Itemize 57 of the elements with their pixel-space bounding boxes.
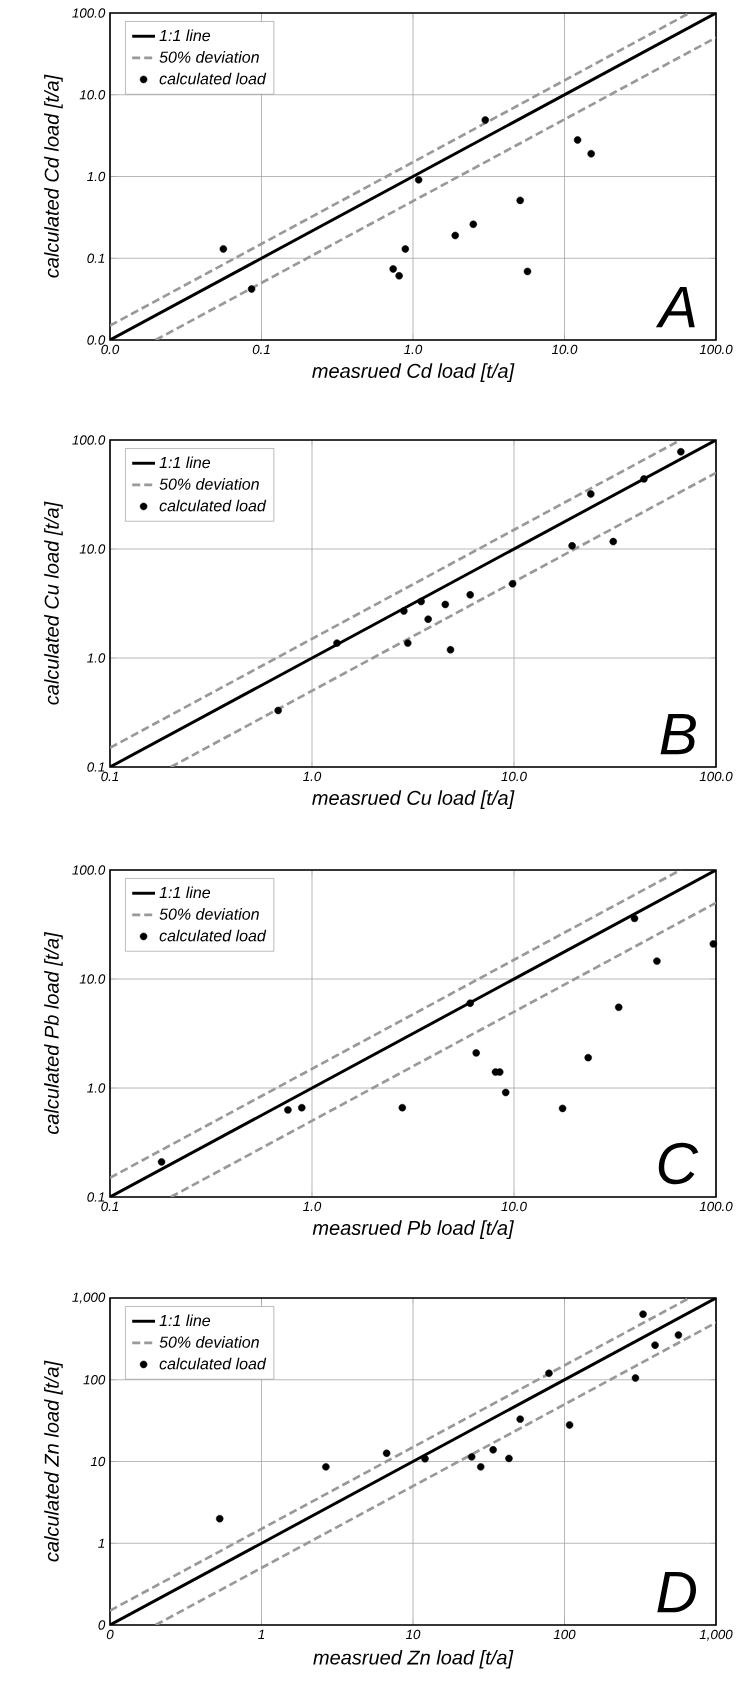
legend-label: calculated load [159,72,267,85]
y-tick-label: 100.0 [72,435,106,445]
legend-label: calculated load [159,499,267,512]
y-tick-label: 0.1 [87,1192,105,1202]
y-tick-label: 100.0 [72,8,106,18]
legend-label: calculated load [159,929,267,942]
y-tick-label: 100 [83,1375,106,1385]
legend-label: 1:1 line [159,886,211,899]
y-tick-label: 100.0 [72,865,106,875]
y-tick-label: 0 [98,1620,106,1630]
legend-label: 50% deviation [159,908,259,920]
legend-label: 1:1 line [159,29,211,42]
x-axis-title: measrued Zn load [t/a] [313,1649,514,1669]
x-tick-label: 1.0 [303,1201,322,1212]
y-tick-label: 1,000 [72,1292,106,1304]
y-tick-label: 10 [90,1456,106,1467]
legend-label: 50% deviation [159,1336,259,1348]
x-tick-label: 1 [258,1629,265,1639]
x-tick-label: 10.0 [551,344,578,355]
x-tick-label: 100.0 [699,1201,733,1212]
x-tick-label: 10 [405,1629,421,1640]
y-axis-title: calculated Zn load [t/a] [44,1360,63,1562]
y-tick-label: 10.0 [79,974,106,984]
y-axis-title: calculated Cd load [t/a] [44,74,63,278]
y-axis-title: calculated Cu load [t/a] [44,501,63,705]
y-tick-label: 10.0 [79,90,106,100]
x-axis-title: measrued Cu load [t/a] [312,790,515,809]
legend-label: 1:1 line [159,456,211,469]
x-tick-label: 100.0 [699,771,733,782]
legend-label: 50% deviation [159,51,259,63]
x-tick-label: 0 [106,1629,114,1640]
x-tick-label: 0.1 [252,344,270,355]
x-tick-label: 1.0 [404,344,423,355]
x-tick-label: 100 [553,1629,576,1640]
y-tick-label: 1.0 [87,1083,106,1093]
annotation: C [658,1142,699,1185]
y-tick-label: 0.0 [87,335,106,345]
x-axis-title: measrued Pb load [t/a] [312,1220,514,1239]
y-tick-label: 1.0 [87,653,106,663]
x-tick-label: 100.0 [699,344,733,355]
x-tick-label: 1.0 [303,771,322,782]
x-tick-label: 1,000 [699,1629,733,1641]
annotation: D [657,1571,697,1613]
x-axis-title: measrued Cd load [t/a] [312,363,515,382]
y-tick-label: 1 [98,1538,105,1548]
annotation: B [660,713,696,755]
x-tick-label: 10.0 [501,771,527,782]
y-tick-label: 10.0 [79,544,106,554]
y-tick-label: 0.1 [87,762,105,772]
annotation: A [655,286,695,328]
legend-label: calculated load [159,1357,267,1370]
y-tick-label: 1.0 [87,171,106,182]
legend-label: 50% deviation [159,478,259,490]
y-tick-label: 0.1 [87,253,105,263]
legend-label: 1:1 line [159,1314,211,1327]
x-tick-label: 10.0 [501,1201,527,1212]
y-axis-title: calculated Pb load [t/a] [44,931,63,1135]
